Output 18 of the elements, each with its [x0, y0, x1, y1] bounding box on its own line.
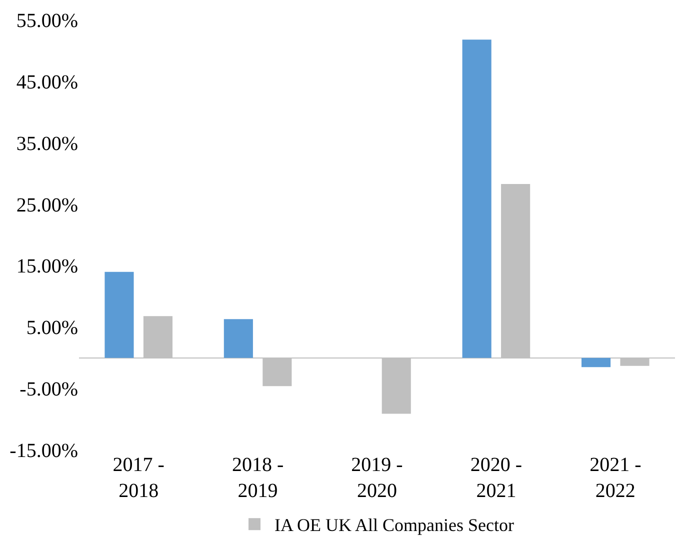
y-tick-label: 25.00%: [16, 194, 78, 216]
y-tick-label: 5.00%: [26, 317, 78, 340]
bar: [104, 272, 134, 358]
x-tick-label: 2017 - 2018: [112, 454, 164, 502]
y-tick-label: 55.00%: [16, 10, 78, 32]
x-tick-label: 2019 - 2020: [351, 454, 403, 502]
x-tick-label: 2021 - 2022: [590, 454, 642, 502]
bar: [582, 358, 611, 368]
x-tick-label: 2018 - 2019: [232, 454, 284, 502]
legend-label: IA OE UK All Companies Sector: [274, 515, 514, 536]
y-tick-label: 35.00%: [16, 132, 78, 155]
y-tick-label: -5.00%: [20, 378, 78, 401]
bar: [462, 40, 492, 358]
bar: [224, 319, 253, 358]
y-tick-label: 15.00%: [16, 256, 78, 278]
y-tick-label: -15.00%: [10, 440, 78, 462]
y-tick-label: 45.00%: [16, 71, 78, 94]
x-tick-label: 2020 - 2021: [470, 454, 522, 502]
